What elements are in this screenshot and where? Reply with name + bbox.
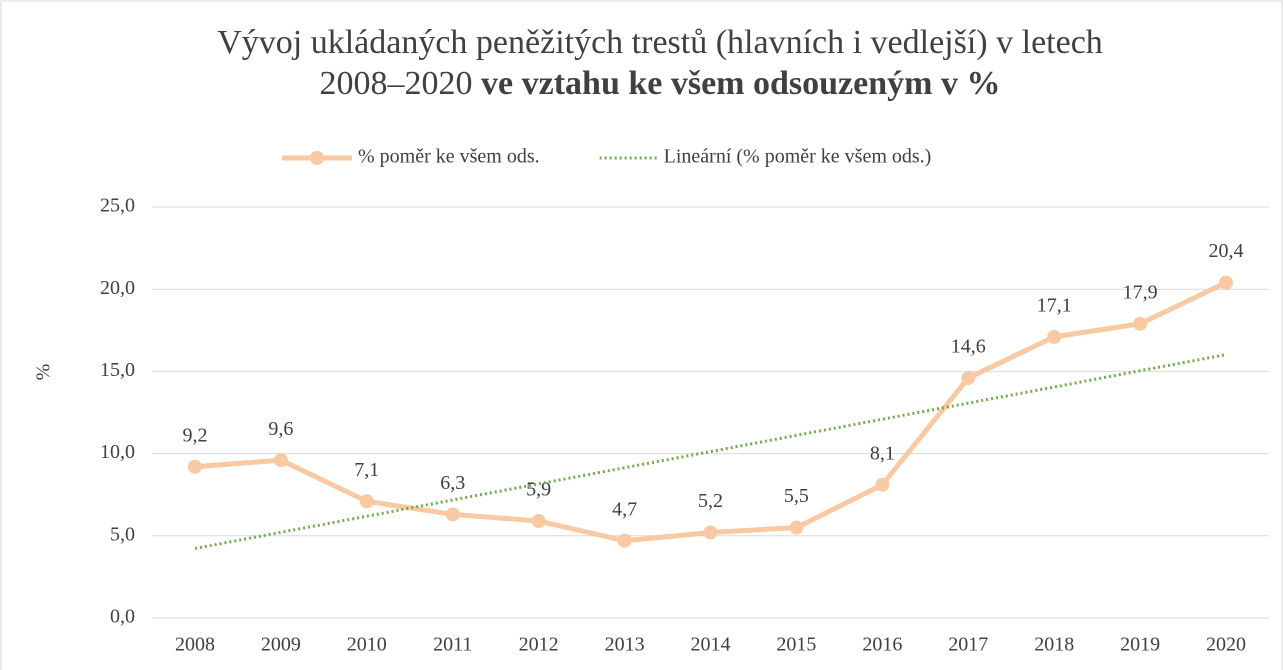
chart-title: Vývoj ukládaných peněžitých trestů (hlav… [217,24,1103,61]
data-label: 9,6 [268,418,293,440]
x-tick-label: 2017 [948,634,988,656]
x-tick-label: 2011 [433,634,472,656]
data-point [703,525,718,540]
x-tick-label: 2014 [691,634,731,656]
x-tick-label: 2010 [347,634,387,656]
data-point [531,514,546,529]
chart-title: 2008–2020 [320,65,473,102]
y-tick-label: 5,0 [110,523,135,545]
data-point [1219,275,1234,290]
data-label: 6,3 [440,472,465,494]
data-label: 5,5 [784,485,809,507]
x-tick-label: 2008 [175,634,215,656]
y-tick-label: 25,0 [100,195,135,217]
data-label: 14,6 [951,336,986,358]
x-tick-label: 2016 [862,634,902,656]
data-point [1047,329,1062,344]
y-tick-label: 20,0 [100,277,135,299]
data-point [789,520,804,535]
legend-label: % poměr ke všem ods. [358,146,540,168]
legend-label: Lineární (% poměr ke všem ods.) [664,146,932,168]
data-label: 17,1 [1037,294,1072,316]
x-tick-label: 2009 [261,634,301,656]
data-label: 4,7 [612,498,637,520]
x-tick-label: 2019 [1120,634,1160,656]
x-tick-label: 2013 [605,634,645,656]
y-axis-label: % [33,364,55,381]
data-point [875,477,890,492]
data-label: 9,2 [182,424,207,446]
y-tick-label: 15,0 [100,359,135,381]
data-point [1133,316,1148,331]
data-label: 7,1 [354,459,379,481]
x-tick-label: 2020 [1206,634,1246,656]
x-tick-label: 2015 [776,634,816,656]
data-label: 17,9 [1123,281,1158,303]
y-tick-label: 10,0 [100,441,135,463]
x-tick-label: 2018 [1034,634,1074,656]
data-label: 5,9 [526,479,551,501]
chart-title: ve vztahu ke všem odsouzeným v % [481,65,1000,102]
data-point [617,533,632,548]
data-label: 8,1 [870,442,895,464]
y-tick-label: 0,0 [110,606,135,628]
data-label: 20,4 [1209,240,1244,262]
data-point [961,370,976,385]
data-point [359,494,374,509]
data-point [273,453,288,468]
legend-swatch [310,151,324,165]
data-label: 5,2 [698,490,723,512]
data-point [445,507,460,522]
data-point [187,459,202,474]
x-tick-label: 2012 [519,634,559,656]
chart-title: 2008–2020 ve vztahu ke všem odsouzeným v… [320,65,1001,102]
